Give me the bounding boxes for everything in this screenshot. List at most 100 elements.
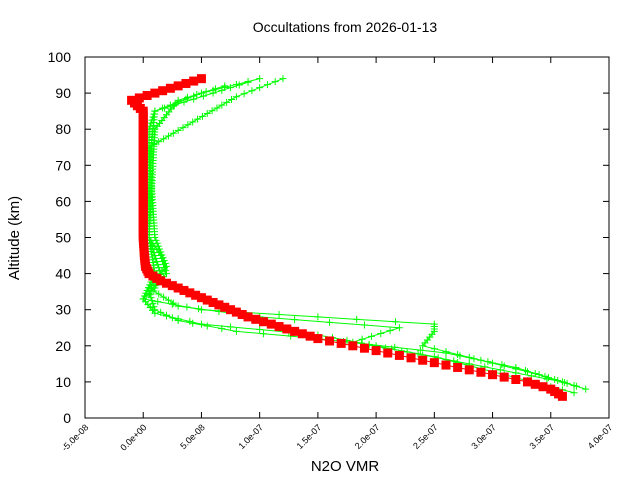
data-point	[348, 341, 358, 351]
data-point	[150, 140, 158, 148]
data-point	[359, 343, 369, 353]
data-point	[266, 319, 276, 329]
data-point	[290, 326, 300, 336]
data-point	[174, 315, 182, 323]
data-point	[220, 302, 230, 312]
data-point	[358, 335, 366, 343]
data-point	[152, 236, 160, 244]
data-point	[199, 92, 207, 100]
data-point	[148, 297, 156, 305]
data-point	[184, 121, 192, 129]
data-point	[163, 270, 171, 278]
data-point	[456, 352, 464, 360]
data-point	[522, 366, 530, 374]
x-tick-label: 2.5e-07	[411, 422, 440, 451]
data-point	[195, 305, 203, 313]
data-point	[164, 296, 172, 304]
x-tick-label: 0.0e+00	[118, 422, 148, 452]
data-point	[181, 78, 191, 88]
y-tick-label: 50	[55, 230, 71, 246]
data-point	[476, 367, 486, 377]
data-point	[538, 382, 548, 392]
data-point	[511, 374, 521, 384]
y-tick-label: 40	[55, 266, 71, 282]
y-tick-label: 80	[55, 121, 71, 137]
data-point	[151, 107, 159, 115]
data-point	[211, 85, 219, 93]
data-point	[430, 345, 438, 353]
data-point	[394, 350, 404, 360]
data-point	[546, 384, 556, 394]
data-point	[570, 389, 578, 397]
data-point	[190, 95, 198, 103]
x-tick-label: 1.0e-07	[236, 422, 265, 451]
data-point	[414, 350, 422, 358]
y-tick-label: 70	[55, 157, 71, 173]
data-point	[186, 317, 194, 325]
data-point	[235, 81, 243, 89]
series-2	[139, 82, 566, 386]
x-tick-label: 3.0e-07	[469, 422, 498, 451]
data-point	[203, 110, 211, 118]
data-point	[291, 316, 299, 324]
data-point	[227, 84, 235, 92]
data-point	[244, 78, 252, 86]
data-point	[260, 330, 268, 338]
data-point	[326, 318, 334, 326]
data-point	[161, 104, 169, 112]
data-point	[377, 330, 385, 338]
data-point	[150, 303, 158, 311]
data-point	[223, 98, 231, 106]
data-point	[189, 76, 199, 86]
data-point	[174, 96, 182, 104]
data-point	[191, 290, 201, 300]
data-point	[154, 242, 162, 250]
data-point	[169, 129, 177, 137]
y-tick-label: 10	[55, 374, 71, 390]
chart-title: Occultations from 2026-01-13	[253, 19, 438, 35]
data-point	[179, 285, 189, 295]
data-point	[558, 378, 566, 386]
data-point	[164, 132, 172, 140]
data-point	[153, 239, 161, 247]
x-tick-label: -5.0e-08	[60, 422, 91, 453]
x-tick-label: 1.5e-07	[295, 422, 324, 451]
data-point	[158, 86, 168, 96]
data-point	[146, 291, 154, 299]
data-point	[275, 311, 283, 319]
data-point	[218, 101, 226, 109]
data-point	[488, 370, 498, 380]
data-point	[484, 358, 492, 366]
data-point	[159, 254, 167, 262]
data-point	[227, 323, 235, 331]
data-point	[543, 375, 551, 383]
data-point	[232, 93, 240, 101]
data-point	[193, 91, 201, 99]
data-point	[197, 320, 205, 328]
data-point	[208, 297, 218, 307]
series-line	[142, 78, 586, 390]
data-point	[297, 329, 307, 339]
data-point	[274, 322, 284, 332]
data-point	[392, 318, 400, 326]
data-point	[179, 124, 187, 132]
data-point	[243, 312, 253, 322]
data-point	[430, 320, 438, 328]
data-point	[173, 81, 183, 91]
series-4	[127, 74, 567, 401]
data-point	[416, 346, 424, 354]
data-point	[203, 322, 211, 330]
data-point	[127, 95, 137, 105]
data-point	[226, 305, 236, 315]
data-point	[325, 336, 335, 346]
data-point	[371, 346, 381, 356]
data-point	[209, 89, 217, 97]
data-point	[531, 369, 539, 377]
data-point	[464, 365, 474, 375]
data-point	[418, 355, 428, 365]
data-point	[156, 245, 164, 253]
data-point	[180, 98, 188, 106]
data-point	[161, 259, 169, 267]
data-point	[163, 262, 171, 270]
